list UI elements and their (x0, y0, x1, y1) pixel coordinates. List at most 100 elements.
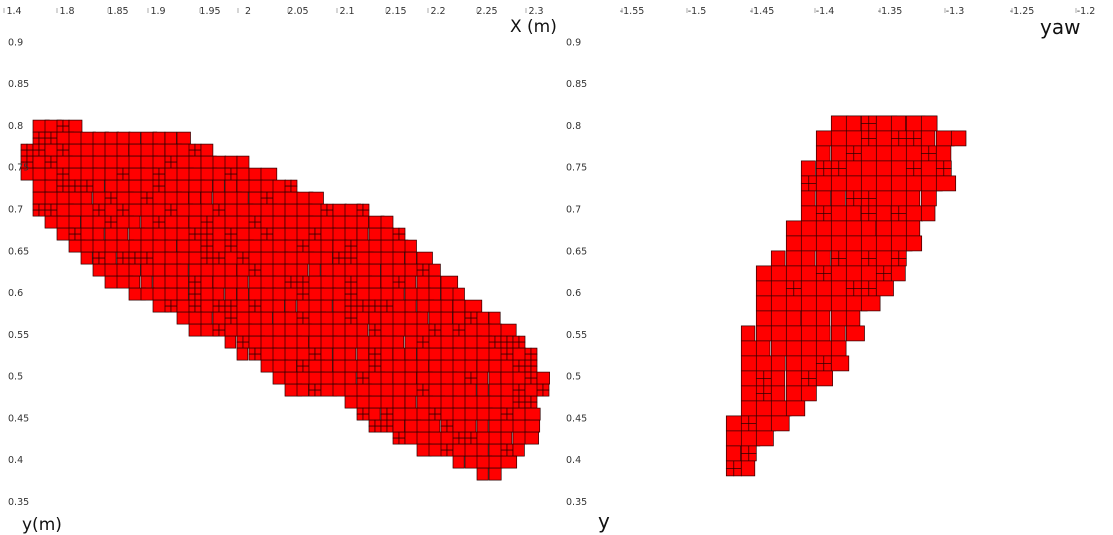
cell (392, 395, 406, 409)
cell (68, 167, 83, 181)
cell (845, 205, 862, 222)
cell (386, 299, 394, 307)
cell (500, 347, 508, 355)
cell (500, 443, 508, 451)
cell (755, 430, 774, 447)
cell (740, 445, 750, 454)
cell (368, 425, 376, 433)
cell (56, 179, 64, 187)
cell (386, 305, 394, 313)
cell (428, 371, 442, 385)
x-tick-label: 2.05 (287, 6, 308, 17)
cell (188, 275, 196, 283)
cell (398, 431, 406, 439)
cell (140, 257, 148, 265)
cell (206, 251, 214, 259)
cell (206, 233, 214, 241)
cell (815, 363, 825, 372)
cell (823, 168, 832, 177)
cell (92, 203, 100, 211)
cell (464, 419, 477, 433)
cell (815, 355, 825, 364)
cell (785, 288, 795, 297)
cell (128, 275, 141, 289)
cell (260, 263, 274, 277)
cell (38, 137, 46, 145)
cell (770, 250, 786, 267)
cell (800, 378, 810, 387)
cell (194, 227, 202, 235)
cell (530, 395, 538, 403)
cell (905, 138, 915, 147)
cell (422, 383, 430, 391)
cell (284, 263, 299, 277)
cell (302, 245, 310, 253)
y-tick-label: 0.9 (8, 37, 23, 48)
cell (296, 293, 304, 301)
cell (158, 185, 166, 193)
cell (748, 445, 757, 454)
cell (823, 205, 832, 214)
cell (920, 205, 936, 222)
cell (140, 263, 154, 277)
cell (344, 239, 352, 247)
cell (122, 173, 130, 181)
cell (763, 393, 772, 402)
cell (392, 275, 400, 283)
cell (868, 280, 877, 289)
cell (404, 383, 419, 397)
cell (428, 323, 436, 331)
cell (392, 287, 405, 301)
cell (815, 295, 833, 312)
cell (200, 227, 208, 235)
cell (332, 257, 340, 265)
cell (830, 115, 849, 132)
cell (356, 377, 364, 385)
cell (452, 437, 460, 445)
cell (440, 287, 455, 301)
cell (356, 209, 364, 217)
cell (224, 299, 232, 307)
y-tick-label: 0.35 (566, 497, 587, 508)
cell (518, 335, 526, 343)
cell (116, 167, 124, 175)
cell (755, 378, 765, 387)
cell (830, 168, 840, 177)
cell (488, 431, 502, 445)
cell (823, 363, 832, 372)
cell (838, 160, 847, 169)
cell (815, 280, 832, 297)
cell (68, 155, 83, 169)
cell (800, 355, 819, 372)
cell (476, 443, 489, 457)
cell (176, 299, 190, 313)
x-tick-label: 2.2 (430, 6, 445, 17)
cell (116, 179, 130, 193)
cell (68, 215, 81, 229)
cell (428, 311, 444, 325)
cell (152, 185, 160, 193)
cell (62, 149, 70, 157)
cell (140, 275, 153, 289)
cell (248, 179, 263, 193)
cell (815, 205, 825, 214)
cell (146, 191, 154, 199)
cell (350, 239, 358, 247)
x-tick-label: 1.95 (199, 6, 220, 17)
cell (206, 221, 214, 229)
cell (815, 340, 834, 357)
cell (416, 275, 430, 289)
cell (128, 155, 142, 169)
cell (845, 175, 863, 192)
cell (50, 131, 58, 139)
cell (68, 185, 76, 193)
cell (314, 233, 322, 241)
cell (200, 251, 208, 259)
cell (830, 145, 848, 162)
cell (176, 179, 190, 193)
cell (530, 347, 538, 355)
cell (248, 275, 263, 289)
cell (308, 347, 316, 355)
cell (284, 275, 292, 283)
cell (512, 335, 520, 343)
